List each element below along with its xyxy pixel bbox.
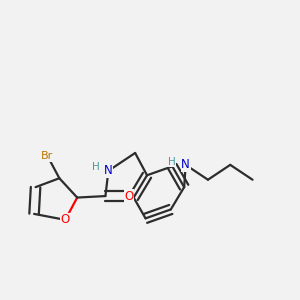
Text: H: H: [167, 157, 175, 167]
Text: O: O: [61, 213, 70, 226]
Text: H: H: [92, 162, 100, 172]
Text: Br: Br: [41, 151, 54, 161]
Text: O: O: [124, 190, 134, 202]
Text: N: N: [181, 158, 190, 171]
Text: N: N: [104, 164, 113, 177]
